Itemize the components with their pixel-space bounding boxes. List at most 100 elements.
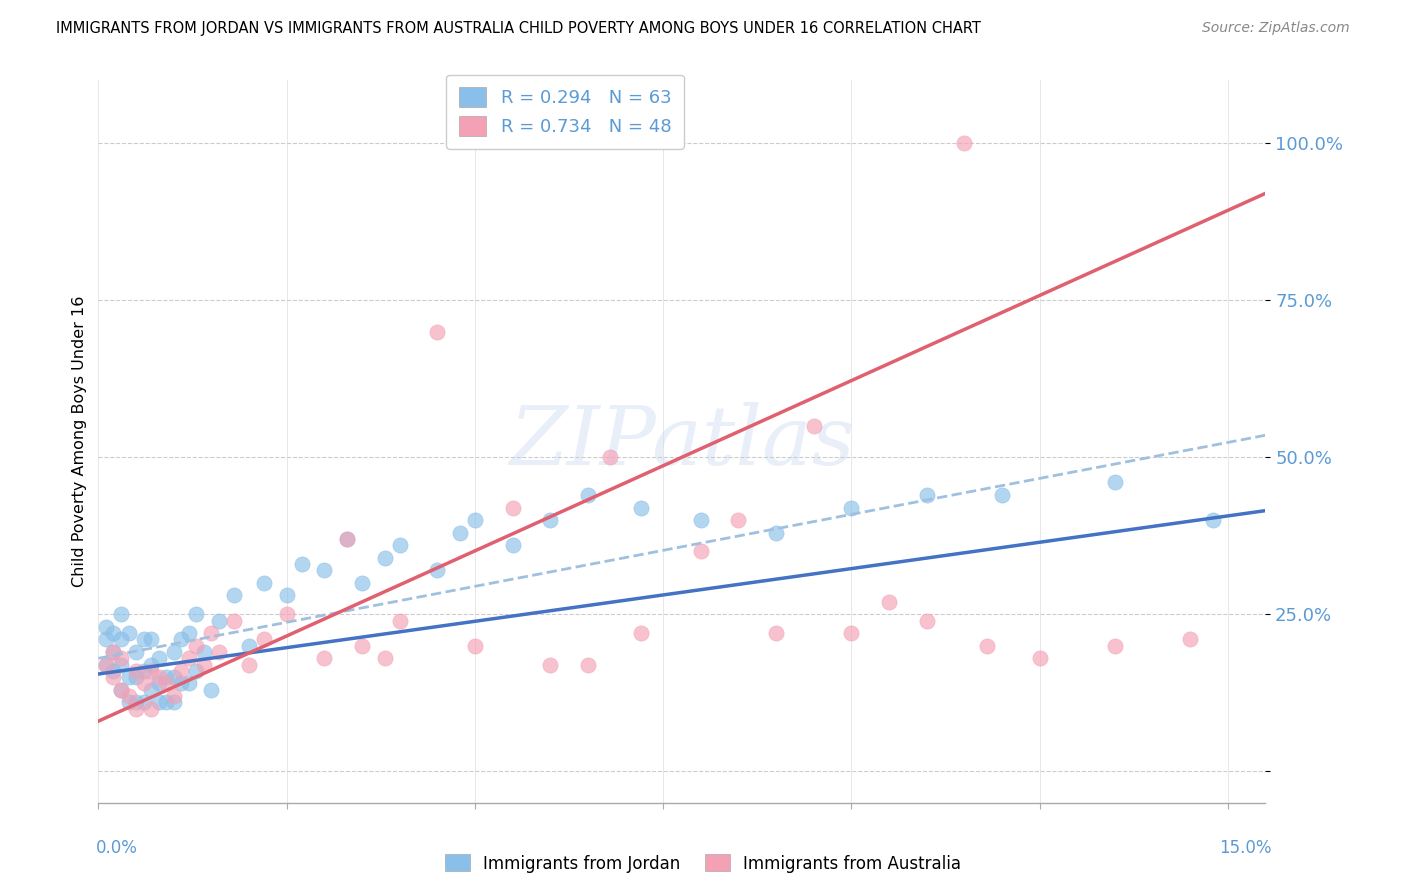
Point: [110, 607, 132, 622]
Point: [915, 614, 938, 628]
Point: [464, 513, 486, 527]
Point: [148, 670, 170, 684]
Point: [200, 682, 222, 697]
Point: [576, 657, 599, 672]
Point: [1178, 632, 1201, 647]
Point: [576, 488, 599, 502]
Point: [117, 670, 139, 684]
Point: [689, 513, 711, 527]
Point: [132, 664, 155, 678]
Point: [727, 513, 749, 527]
Legend: R = 0.294   N = 63, R = 0.734   N = 48: R = 0.294 N = 63, R = 0.734 N = 48: [447, 75, 683, 149]
Point: [193, 657, 215, 672]
Point: [689, 544, 711, 558]
Point: [208, 614, 231, 628]
Point: [132, 632, 155, 647]
Point: [132, 676, 155, 690]
Point: [139, 632, 162, 647]
Point: [388, 538, 411, 552]
Point: [238, 639, 260, 653]
Point: [336, 532, 359, 546]
Text: 15.0%: 15.0%: [1219, 839, 1271, 857]
Point: [139, 664, 162, 678]
Point: [125, 645, 148, 659]
Point: [177, 626, 200, 640]
Text: ZIPatlas: ZIPatlas: [509, 401, 855, 482]
Point: [110, 657, 132, 672]
Point: [103, 645, 125, 659]
Point: [630, 626, 652, 640]
Point: [125, 701, 148, 715]
Point: [373, 651, 395, 665]
Point: [163, 670, 186, 684]
Point: [538, 657, 561, 672]
Point: [103, 670, 125, 684]
Point: [155, 695, 177, 709]
Point: [110, 632, 132, 647]
Point: [94, 620, 117, 634]
Point: [1202, 513, 1225, 527]
Point: [1104, 639, 1126, 653]
Point: [502, 500, 524, 515]
Point: [139, 682, 162, 697]
Point: [163, 689, 186, 703]
Text: 0.0%: 0.0%: [96, 839, 138, 857]
Point: [314, 563, 336, 577]
Point: [373, 550, 395, 565]
Point: [222, 589, 245, 603]
Point: [449, 525, 471, 540]
Point: [186, 639, 208, 653]
Text: Source: ZipAtlas.com: Source: ZipAtlas.com: [1202, 21, 1350, 35]
Point: [803, 418, 825, 433]
Point: [350, 639, 373, 653]
Point: [599, 450, 621, 465]
Point: [839, 626, 862, 640]
Y-axis label: Child Poverty Among Boys Under 16: Child Poverty Among Boys Under 16: [72, 296, 87, 587]
Point: [388, 614, 411, 628]
Point: [125, 670, 148, 684]
Point: [1028, 651, 1050, 665]
Point: [502, 538, 524, 552]
Point: [350, 575, 373, 590]
Point: [186, 607, 208, 622]
Point: [276, 589, 298, 603]
Point: [253, 632, 276, 647]
Point: [117, 695, 139, 709]
Point: [538, 513, 561, 527]
Point: [94, 632, 117, 647]
Point: [953, 136, 976, 150]
Point: [103, 645, 125, 659]
Point: [103, 626, 125, 640]
Point: [238, 657, 260, 672]
Point: [110, 682, 132, 697]
Point: [155, 676, 177, 690]
Point: [253, 575, 276, 590]
Point: [94, 657, 117, 672]
Point: [630, 500, 652, 515]
Point: [839, 500, 862, 515]
Point: [177, 651, 200, 665]
Point: [125, 664, 148, 678]
Point: [991, 488, 1014, 502]
Point: [186, 664, 208, 678]
Text: IMMIGRANTS FROM JORDAN VS IMMIGRANTS FROM AUSTRALIA CHILD POVERTY AMONG BOYS UND: IMMIGRANTS FROM JORDAN VS IMMIGRANTS FRO…: [56, 21, 981, 36]
Point: [177, 676, 200, 690]
Point: [170, 664, 193, 678]
Point: [132, 695, 155, 709]
Point: [877, 595, 900, 609]
Point: [336, 532, 359, 546]
Point: [426, 563, 449, 577]
Point: [110, 651, 132, 665]
Point: [148, 695, 170, 709]
Point: [193, 645, 215, 659]
Point: [314, 651, 336, 665]
Point: [110, 682, 132, 697]
Point: [148, 651, 170, 665]
Point: [915, 488, 938, 502]
Point: [94, 657, 117, 672]
Point: [1104, 475, 1126, 490]
Point: [200, 626, 222, 640]
Legend: Immigrants from Jordan, Immigrants from Australia: Immigrants from Jordan, Immigrants from …: [437, 847, 969, 880]
Point: [464, 639, 486, 653]
Point: [163, 645, 186, 659]
